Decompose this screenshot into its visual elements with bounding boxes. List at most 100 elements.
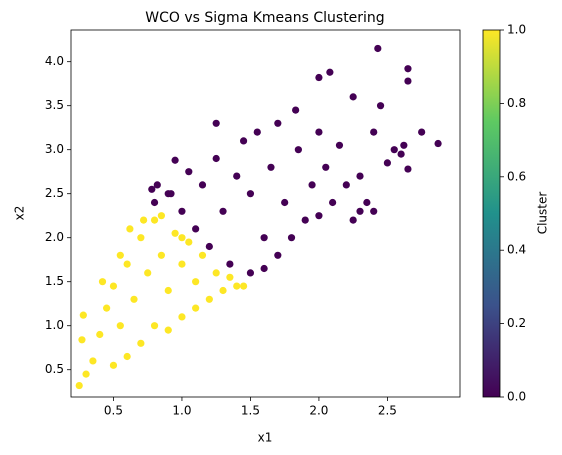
scatter-point: [164, 286, 172, 295]
scatter-point: [294, 146, 302, 154]
scatter-point: [281, 198, 289, 207]
scatter-point: [335, 141, 344, 149]
scatter-point: [212, 269, 220, 277]
x-tick-label: 1.0: [172, 404, 191, 418]
scatter-point: [178, 313, 186, 321]
scatter-point: [192, 225, 200, 233]
scatter-point: [167, 190, 175, 198]
scatter-point: [157, 251, 166, 259]
scatter-point: [96, 330, 104, 339]
scatter-point: [137, 234, 145, 242]
colorbar-tick-label: 0.4: [507, 243, 526, 257]
scatter-point: [418, 128, 426, 136]
scatter-point: [192, 278, 200, 286]
scatter-point: [404, 165, 412, 173]
scatter-point: [226, 260, 234, 268]
scatter-point: [82, 370, 90, 378]
scatter-point: [123, 352, 131, 361]
scatter-point: [116, 251, 124, 259]
scatter-point: [212, 119, 220, 127]
scatter-point: [363, 198, 371, 207]
scatter-point: [329, 198, 337, 207]
scatter-point: [226, 273, 234, 281]
scatter-point: [374, 44, 382, 53]
scatter-point: [246, 269, 255, 277]
colorbar-tick-label: 0.6: [507, 169, 526, 183]
scatter-point: [239, 137, 248, 145]
colorbar-label: Cluster: [536, 192, 550, 235]
scatter-point: [130, 295, 138, 303]
scatter-point: [192, 304, 200, 312]
scatter-point: [308, 181, 316, 189]
scatter-point: [326, 68, 334, 76]
scatter-point: [356, 172, 364, 180]
scatter-point: [233, 282, 241, 290]
scatter-point: [260, 234, 268, 242]
scatter-point: [171, 229, 179, 237]
scatter-point: [109, 361, 118, 369]
scatter-point: [78, 336, 86, 344]
plot-frame: [70, 29, 461, 398]
scatter-point: [390, 146, 398, 154]
scatter-point: [178, 234, 186, 242]
y-tick-label: 1.0: [45, 318, 64, 332]
scatter-point: [315, 212, 323, 220]
scatter-point: [185, 238, 193, 246]
y-axis-label: x2: [13, 206, 27, 221]
scatter-point: [404, 77, 412, 85]
scatter-point: [116, 322, 124, 330]
x-axis-label: x1: [258, 431, 273, 445]
y-tick-label: 0.5: [45, 362, 64, 376]
scatter-point: [260, 264, 268, 273]
scatter-point: [198, 181, 207, 189]
scatter-point: [164, 326, 172, 334]
scatter-point: [79, 311, 87, 319]
scatter-point: [315, 73, 323, 82]
scatter-point: [205, 242, 213, 251]
y-tick-label: 1.5: [45, 274, 64, 288]
scatter-point: [157, 212, 166, 220]
scatter-point: [148, 185, 156, 193]
scatter-point: [383, 159, 392, 167]
scatter-point: [185, 168, 193, 176]
colorbar-tick-label: 0.2: [507, 316, 526, 330]
scatter-point: [356, 207, 364, 215]
scatter-point: [239, 282, 248, 290]
scatter-point: [139, 216, 148, 224]
scatter-point: [219, 286, 227, 295]
scatter-point: [322, 163, 330, 171]
scatter-point: [150, 322, 159, 330]
colorbar: [482, 29, 501, 398]
scatter-point: [75, 381, 83, 390]
scatter-point: [89, 357, 97, 365]
scatter-point: [126, 225, 134, 233]
y-tick-label: 2.5: [45, 186, 64, 200]
colorbar-tick-label: 0.8: [507, 96, 526, 110]
scatter-point: [434, 139, 442, 148]
colorbar-tick-label: 1.0: [507, 23, 526, 37]
scatter-point: [274, 119, 282, 127]
scatter-point: [287, 234, 296, 242]
scatter-point: [292, 106, 300, 114]
scatter-point: [301, 216, 309, 224]
scatter-point: [137, 339, 145, 347]
x-tick-label: 2.5: [378, 404, 397, 418]
scatter-point: [253, 128, 261, 136]
scatter-point: [404, 65, 412, 73]
y-tick-label: 4.0: [45, 54, 64, 68]
scatter-point: [212, 154, 220, 163]
x-tick-label: 1.5: [241, 404, 260, 418]
x-tick-label: 2.0: [309, 404, 328, 418]
x-tick-label: 0.5: [104, 404, 123, 418]
scatter-point: [370, 128, 378, 136]
scatter-point: [349, 216, 357, 224]
y-tick-label: 3.5: [45, 98, 64, 112]
scatter-point: [144, 269, 152, 277]
scatter-point: [274, 251, 282, 259]
scatter-point: [233, 172, 241, 180]
scatter-point: [103, 304, 111, 312]
scatter-point: [178, 207, 186, 215]
scatter-point: [109, 282, 118, 290]
y-tick-label: 2.0: [45, 230, 64, 244]
